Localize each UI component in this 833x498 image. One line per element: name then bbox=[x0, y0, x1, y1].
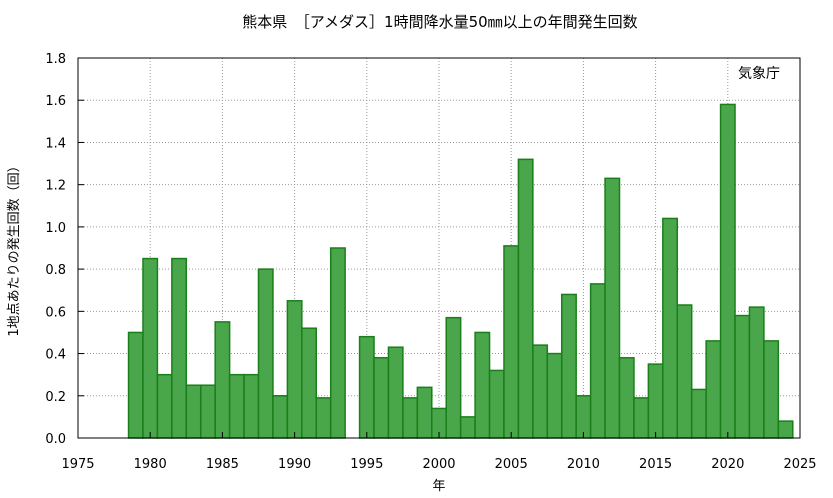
bar-2007 bbox=[532, 344, 549, 439]
bar-1996 bbox=[373, 357, 390, 439]
bar-1982 bbox=[171, 257, 188, 439]
bar-1986 bbox=[228, 373, 245, 439]
x-tick-label: 1980 bbox=[134, 457, 167, 472]
y-axis-ticks: 0.0 0.2 0.4 0.6 0.8 1.0 1.2 1.4 1.6 1.8 bbox=[45, 52, 84, 447]
bar-2015 bbox=[647, 363, 664, 439]
source-label: 気象庁 bbox=[738, 66, 780, 82]
bar-1998 bbox=[402, 397, 419, 439]
bar-1992 bbox=[315, 397, 332, 439]
bar-2014 bbox=[633, 397, 650, 439]
bar-2005 bbox=[503, 245, 520, 439]
bar-2017 bbox=[676, 304, 693, 439]
y-axis-label: 1地点あたりの発生回数（回） bbox=[7, 159, 22, 336]
x-tick-label: 1990 bbox=[278, 457, 311, 472]
x-tick-label: 2005 bbox=[495, 457, 528, 472]
bar-2013 bbox=[618, 357, 635, 439]
bar-2011 bbox=[589, 283, 606, 439]
bar-2022 bbox=[748, 306, 765, 439]
x-axis-ticks: 1975 1980 1985 1990 1995 2000 2005 2010 2015 2020… bbox=[61, 432, 817, 472]
x-tick-label: 2015 bbox=[639, 457, 672, 472]
x-tick-label: 2020 bbox=[711, 457, 744, 472]
y-tick-label: 1.8 bbox=[45, 52, 66, 67]
bar-1993 bbox=[329, 247, 346, 439]
x-tick-label: 1995 bbox=[350, 457, 383, 472]
bar-2002 bbox=[459, 416, 476, 439]
y-tick-label: 1.4 bbox=[45, 136, 66, 151]
bar-1981 bbox=[156, 373, 173, 439]
bar-1999 bbox=[416, 386, 433, 439]
chart-title: 熊本県 ［アメダス］1時間降水量50㎜以上の年間発生回数 bbox=[242, 13, 637, 31]
bar-2009 bbox=[560, 293, 577, 439]
x-tick-label: 1975 bbox=[61, 457, 94, 472]
bar-2018 bbox=[690, 388, 707, 439]
bar-2012 bbox=[604, 177, 621, 439]
bars bbox=[127, 103, 794, 439]
bar-1985 bbox=[214, 321, 231, 439]
bar-1995 bbox=[358, 335, 375, 439]
y-tick-label: 1.2 bbox=[45, 179, 66, 194]
bar-1984 bbox=[199, 384, 216, 439]
bar-1979 bbox=[127, 331, 144, 439]
x-tick-label: 1985 bbox=[206, 457, 239, 472]
x-tick-label: 2010 bbox=[567, 457, 600, 472]
bar-2021 bbox=[734, 314, 751, 439]
bar-2003 bbox=[474, 331, 491, 439]
bar-2016 bbox=[662, 217, 679, 439]
bar-2008 bbox=[546, 352, 563, 439]
bar-1997 bbox=[387, 346, 404, 439]
bar-2010 bbox=[575, 395, 592, 439]
x-axis-label: 年 bbox=[432, 479, 445, 494]
bar-2006 bbox=[517, 158, 534, 439]
y-tick-label: 0.4 bbox=[45, 348, 66, 363]
bar-2004 bbox=[488, 369, 505, 439]
bar-2019 bbox=[705, 340, 722, 439]
bar-2024 bbox=[777, 420, 794, 439]
bar-1989 bbox=[272, 395, 289, 439]
bar-1990 bbox=[286, 300, 303, 439]
y-tick-label: 0.0 bbox=[45, 432, 66, 447]
x-tick-label: 2000 bbox=[422, 457, 455, 472]
y-tick-label: 0.2 bbox=[45, 390, 66, 405]
x-tick-label: 2025 bbox=[783, 457, 816, 472]
y-tick-label: 1.0 bbox=[45, 221, 66, 236]
bar-2023 bbox=[763, 340, 780, 439]
bar-1988 bbox=[257, 268, 274, 439]
bar-1987 bbox=[243, 373, 260, 439]
bar-1980 bbox=[142, 257, 159, 439]
y-tick-label: 1.6 bbox=[45, 94, 66, 109]
y-tick-label: 0.6 bbox=[45, 305, 66, 320]
bar-2020 bbox=[719, 103, 736, 439]
y-tick-label: 0.8 bbox=[45, 263, 66, 278]
bar-2001 bbox=[445, 316, 462, 439]
bar-1991 bbox=[301, 327, 318, 439]
bar-1983 bbox=[185, 384, 202, 439]
